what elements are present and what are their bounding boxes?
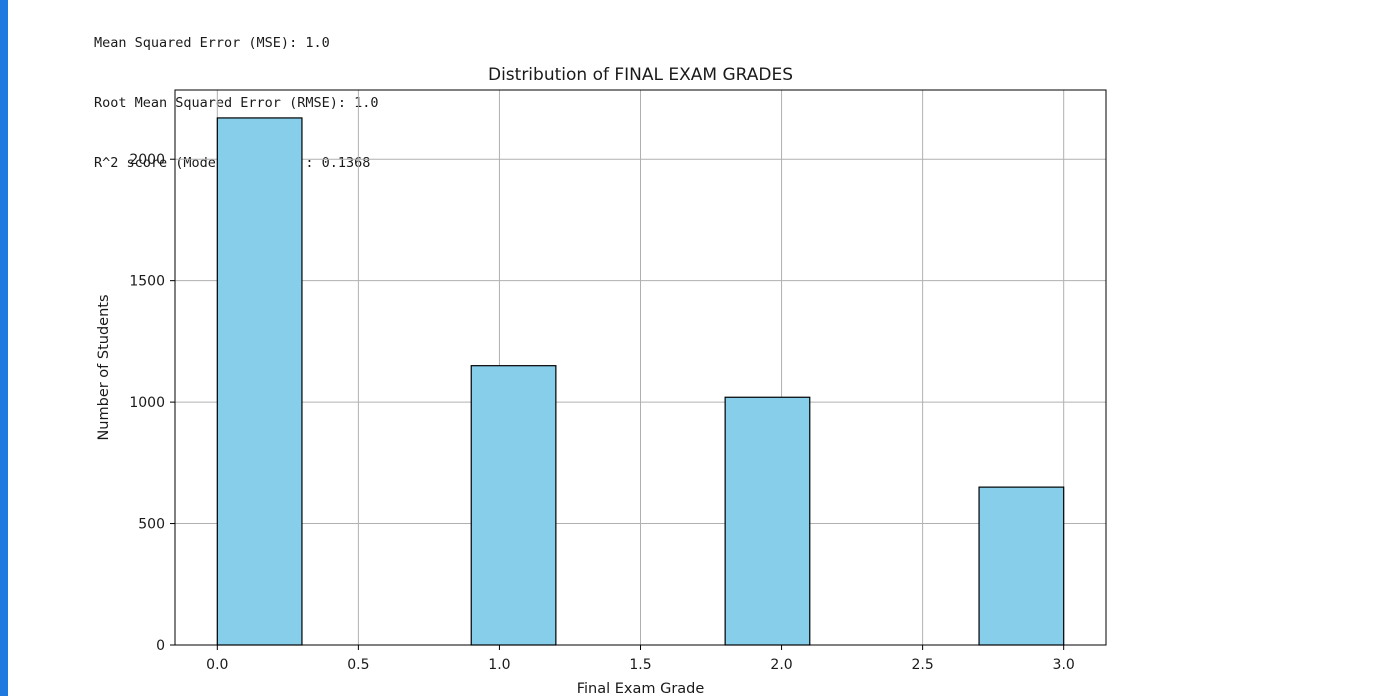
tick-layer: 0.0 0.5 1.0 1.5 2.0 2.5 3.0 0 500 1000 1500 2000 [129, 152, 1074, 673]
histogram-bar [216, 117, 303, 646]
y-tick-label: 2000 [129, 152, 165, 168]
x-tick-label: 0.0 [206, 657, 228, 673]
grid-layer [175, 90, 1106, 646]
chart-title: Distribution of FINAL EXAM GRADES [488, 65, 793, 85]
rmse-line: Root Mean Squared Error (RMSE): 1.0 [94, 95, 379, 111]
y-tick-label: 0 [156, 638, 165, 654]
x-tick-label: 0.5 [347, 657, 369, 673]
x-tick-label: 2.0 [770, 657, 792, 673]
histogram-bar [978, 486, 1065, 646]
cell-selection-indicator [0, 0, 8, 696]
y-tick-label: 1000 [129, 395, 165, 411]
y-tick-label: 500 [138, 517, 165, 533]
mse-line: Mean Squared Error (MSE): 1.0 [94, 35, 330, 51]
x-tick-label: 1.0 [488, 657, 510, 673]
bar-layer [216, 117, 1065, 646]
histogram-bar [724, 396, 811, 646]
y-tick-label: 1500 [129, 274, 165, 290]
y-axis-label: Number of Students [96, 294, 112, 440]
x-tick-label: 2.5 [911, 657, 933, 673]
histogram-bar [470, 365, 557, 646]
x-tick-label: 1.5 [629, 657, 651, 673]
x-tick-label: 3.0 [1053, 657, 1075, 673]
x-axis-label: Final Exam Grade [577, 681, 705, 696]
